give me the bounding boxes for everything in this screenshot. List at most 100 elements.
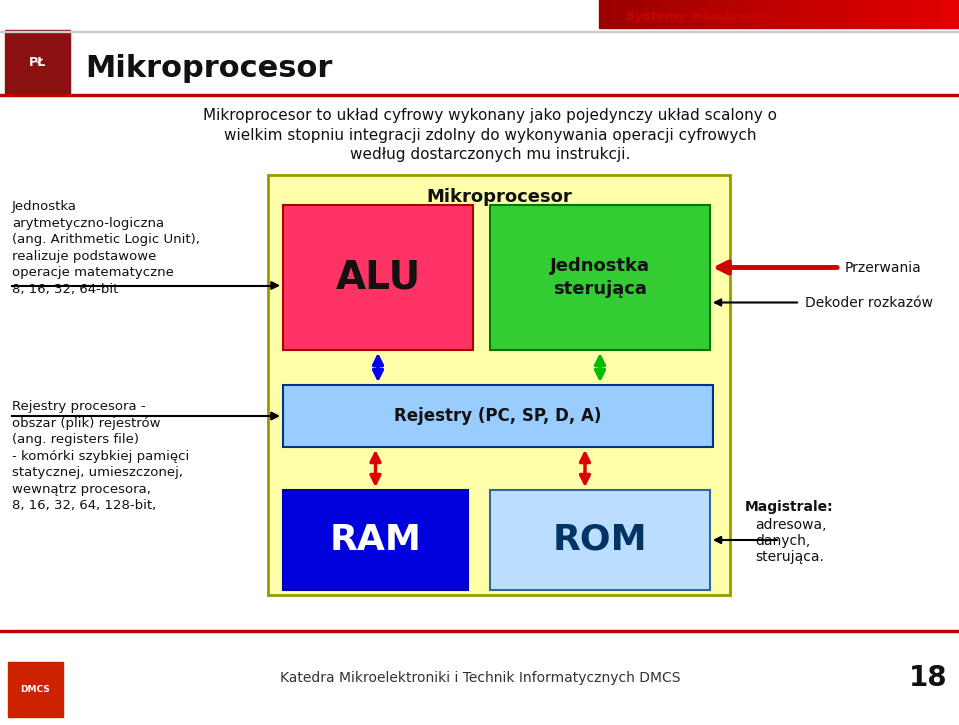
Bar <box>887 0 890 28</box>
Bar <box>857 0 860 28</box>
Text: Jednostka
sterująca: Jednostka sterująca <box>550 257 650 297</box>
Text: Magistrale:: Magistrale: <box>745 500 833 514</box>
Bar <box>689 0 692 28</box>
Bar <box>773 0 776 28</box>
Bar <box>776 0 779 28</box>
Bar <box>890 0 893 28</box>
Bar <box>674 0 677 28</box>
Bar <box>659 0 662 28</box>
Bar <box>764 0 767 28</box>
Bar <box>863 0 866 28</box>
Bar <box>626 0 629 28</box>
Text: Mikroprocesor: Mikroprocesor <box>85 54 333 83</box>
Bar <box>797 0 800 28</box>
Bar <box>926 0 929 28</box>
Bar <box>806 0 809 28</box>
Bar <box>665 0 668 28</box>
Bar <box>872 0 875 28</box>
Bar <box>866 0 869 28</box>
Bar <box>5 30 70 93</box>
Bar <box>899 0 902 28</box>
Bar <box>932 0 935 28</box>
Bar <box>809 0 812 28</box>
Bar <box>617 0 620 28</box>
Bar <box>920 0 923 28</box>
Text: Przerwania: Przerwania <box>845 260 922 275</box>
Bar <box>671 0 674 28</box>
Bar <box>490 205 710 350</box>
Bar <box>761 0 764 28</box>
Bar <box>860 0 863 28</box>
Bar <box>812 0 815 28</box>
Bar <box>758 0 761 28</box>
Bar <box>836 0 839 28</box>
Text: Systemy wbudowane: Systemy wbudowane <box>625 9 775 22</box>
Text: Rejestry procesora -
obszar (plik) rejestrów
(ang. registers file)
- komórki szy: Rejestry procesora - obszar (plik) rejes… <box>12 400 189 512</box>
Bar <box>716 0 719 28</box>
Bar <box>638 0 641 28</box>
Text: Mikroprocesor to układ cyfrowy wykonany jako pojedynczy układ scalony o
wielkim : Mikroprocesor to układ cyfrowy wykonany … <box>203 108 777 162</box>
Bar <box>911 0 914 28</box>
Bar <box>923 0 926 28</box>
Bar <box>611 0 614 28</box>
Bar <box>650 0 653 28</box>
Bar <box>680 0 683 28</box>
Bar <box>908 0 911 28</box>
Bar <box>653 0 656 28</box>
Bar <box>0 630 959 632</box>
Bar <box>734 0 737 28</box>
Text: 18: 18 <box>909 664 947 692</box>
Bar <box>956 0 959 28</box>
Bar <box>728 0 731 28</box>
Text: Rejestry (PC, SP, D, A): Rejestry (PC, SP, D, A) <box>394 407 601 425</box>
Bar <box>737 0 740 28</box>
Bar <box>749 0 752 28</box>
Bar <box>623 0 626 28</box>
Text: RAM: RAM <box>330 523 421 557</box>
Bar <box>725 0 728 28</box>
Bar <box>602 0 605 28</box>
Bar <box>8 662 63 717</box>
Bar <box>0 94 959 96</box>
Bar <box>848 0 851 28</box>
Bar <box>283 385 713 447</box>
Bar <box>0 31 959 32</box>
Bar <box>695 0 698 28</box>
Bar <box>605 0 608 28</box>
Text: Mikroprocesor: Mikroprocesor <box>426 188 572 206</box>
Bar <box>884 0 887 28</box>
Bar <box>854 0 857 28</box>
Bar <box>914 0 917 28</box>
Text: Jednostka
arytmetyczno-logiczna
(ang. Arithmetic Logic Unit),
realizuje podstawo: Jednostka arytmetyczno-logiczna (ang. Ar… <box>12 200 199 296</box>
Bar <box>283 490 468 590</box>
Text: Dekoder rozkazów: Dekoder rozkazów <box>805 296 933 310</box>
Bar <box>785 0 788 28</box>
Bar <box>644 0 647 28</box>
Bar <box>821 0 824 28</box>
Bar <box>917 0 920 28</box>
Text: DMCS: DMCS <box>20 686 50 695</box>
Bar <box>878 0 881 28</box>
Bar <box>788 0 791 28</box>
Text: ROM: ROM <box>552 523 647 557</box>
Text: sterująca.: sterująca. <box>755 550 824 564</box>
Bar <box>941 0 944 28</box>
Bar <box>743 0 746 28</box>
Bar <box>635 0 638 28</box>
Bar <box>950 0 953 28</box>
Bar <box>740 0 743 28</box>
Bar <box>707 0 710 28</box>
Bar <box>953 0 956 28</box>
Bar <box>794 0 797 28</box>
Bar <box>815 0 818 28</box>
Bar <box>632 0 635 28</box>
Bar <box>896 0 899 28</box>
Bar <box>842 0 845 28</box>
Bar <box>668 0 671 28</box>
Bar <box>791 0 794 28</box>
Bar <box>656 0 659 28</box>
Bar <box>902 0 905 28</box>
Bar <box>722 0 725 28</box>
Bar <box>746 0 749 28</box>
Bar <box>875 0 878 28</box>
